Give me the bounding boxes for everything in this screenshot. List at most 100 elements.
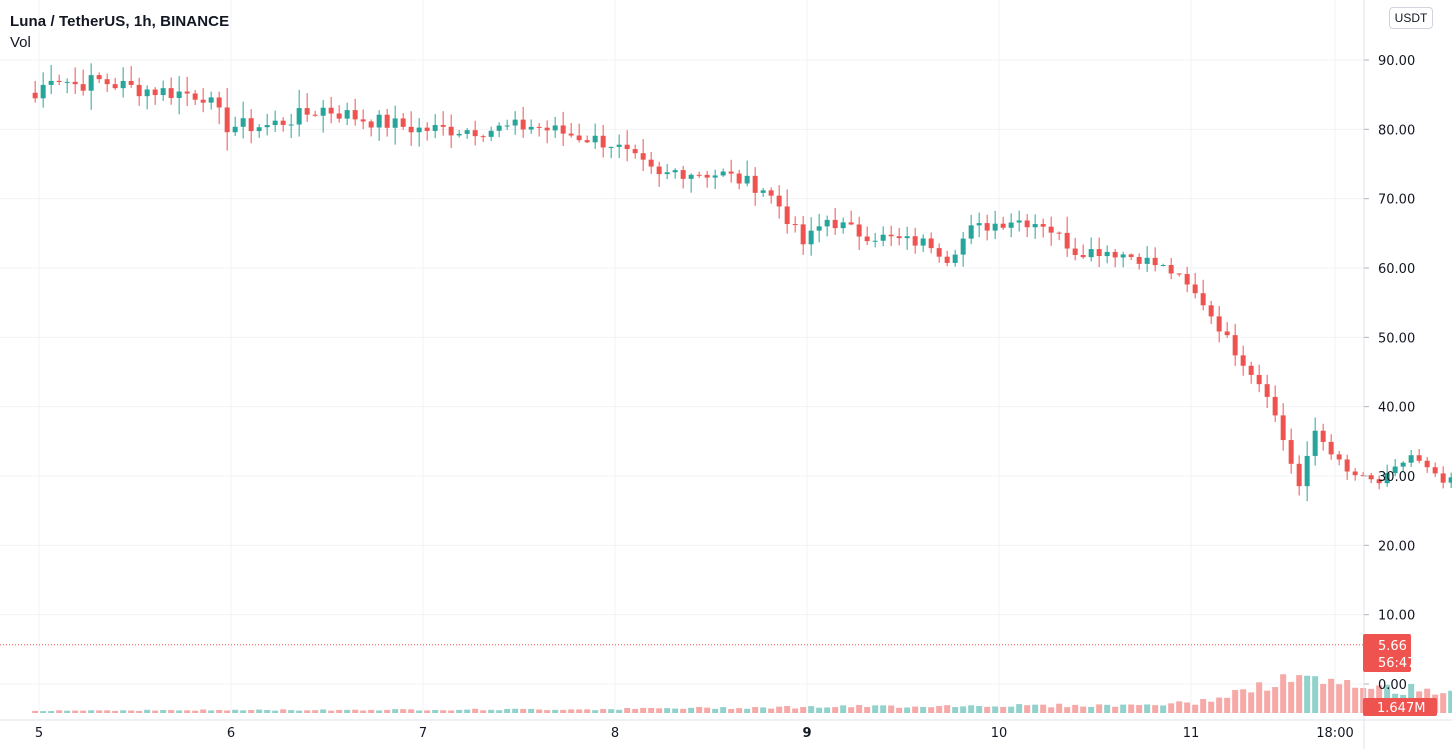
candle-body — [640, 153, 646, 160]
volume-bar — [560, 709, 567, 713]
candle-body — [448, 126, 454, 136]
candle-body — [144, 89, 150, 97]
candle-body — [224, 107, 230, 133]
chart-grid — [0, 0, 1364, 712]
volume-bar — [1112, 706, 1119, 713]
volume-bar — [544, 710, 551, 713]
volume-bar — [96, 710, 103, 713]
price-axis[interactable]: 90.00 80.00 70.00 60.00 50.00 40.00 30.00 20.00… — [1364, 54, 1415, 693]
volume-bar — [808, 706, 815, 713]
last-volume-tag: 1.647M — [1363, 698, 1437, 716]
candle-body — [368, 121, 374, 128]
volume-bar — [1312, 676, 1319, 713]
x-tick-label: 9 — [802, 726, 811, 741]
candle-body — [1056, 232, 1062, 234]
candle-body — [176, 91, 182, 98]
candle-body — [1400, 462, 1406, 467]
volume-bar — [712, 708, 719, 713]
candle-body — [248, 118, 254, 132]
volume-bar — [152, 710, 159, 713]
volume-bar — [1000, 706, 1007, 713]
candle-body — [1112, 251, 1118, 258]
volume-bar — [824, 707, 831, 713]
volume-bar — [48, 711, 55, 713]
candle-body — [816, 226, 822, 231]
candle-body — [1232, 335, 1238, 356]
candle-body — [1144, 257, 1150, 264]
candle-body — [1288, 440, 1294, 464]
candle-body — [352, 110, 358, 120]
candle-body — [360, 119, 366, 122]
candle-body — [216, 97, 222, 108]
volume-bar — [1232, 689, 1239, 713]
volume-bar — [1328, 678, 1335, 713]
volume-bar — [1248, 692, 1255, 713]
volume-bar — [1056, 703, 1063, 713]
candle-body — [1416, 455, 1422, 461]
candle-body — [592, 135, 598, 143]
time-axis[interactable]: 5 6 7 8 9 10 11 18:00 — [0, 719, 1452, 741]
volume-bar — [784, 706, 791, 713]
candle-body — [880, 234, 886, 241]
candle-body — [168, 88, 174, 98]
candle-body — [696, 174, 702, 176]
volume-bar — [800, 706, 807, 713]
candle-body — [1072, 248, 1078, 256]
candle-body — [1088, 249, 1094, 258]
volume-bar — [536, 709, 543, 713]
volume-bar — [144, 709, 151, 713]
x-tick-label: 5 — [35, 726, 43, 741]
candle-body — [920, 238, 926, 246]
volume-bar — [512, 708, 519, 713]
volume-bar — [1088, 706, 1095, 713]
volume-bar — [936, 705, 943, 713]
candle-body — [504, 125, 510, 127]
volume-bar — [1192, 704, 1199, 713]
currency-button[interactable]: USDT — [1389, 7, 1433, 29]
candle-body — [624, 144, 630, 150]
candle-body — [328, 107, 334, 114]
volume-bar — [416, 710, 423, 713]
volume-bar — [64, 710, 71, 713]
candle-body — [848, 222, 854, 225]
volume-indicator-label[interactable]: Vol — [10, 34, 31, 51]
volume-bar — [1304, 675, 1311, 713]
volume-bars — [32, 674, 1452, 713]
candle-body — [128, 80, 134, 85]
candle-body — [928, 238, 934, 249]
volume-bar — [1176, 701, 1183, 713]
volume-bar — [200, 709, 207, 713]
candle-body — [1048, 226, 1054, 233]
symbol-title[interactable]: Luna / TetherUS, 1h, BINANCE — [10, 13, 230, 30]
volume-bar — [472, 708, 479, 713]
volume-bar — [1448, 690, 1452, 713]
volume-bar — [280, 709, 287, 713]
y-tick-label: 70.00 — [1378, 193, 1415, 208]
candle-body — [840, 222, 846, 229]
candle-body — [656, 166, 662, 175]
candle-body — [1120, 254, 1126, 258]
volume-bar — [928, 707, 935, 713]
volume-bar — [1032, 704, 1039, 713]
volume-bar — [456, 709, 463, 713]
candle-body — [1392, 466, 1398, 474]
volume-bar — [272, 710, 279, 713]
x-tick-label: 18:00 — [1316, 726, 1353, 741]
candle-body — [824, 219, 830, 227]
volume-bar — [208, 710, 215, 713]
candle-body — [1376, 479, 1382, 484]
volume-bar — [384, 709, 391, 713]
candle-body — [32, 92, 38, 99]
volume-bar — [1024, 705, 1031, 713]
candle-body — [112, 84, 118, 89]
candle-body — [960, 238, 966, 255]
candle-body — [1016, 220, 1022, 223]
candle-body — [1160, 265, 1166, 267]
volume-bar — [488, 709, 495, 713]
candle-body — [56, 80, 62, 82]
volume-bar — [584, 709, 591, 713]
candle-body — [48, 80, 54, 85]
candle-body — [776, 195, 782, 207]
candle-body — [896, 236, 902, 239]
